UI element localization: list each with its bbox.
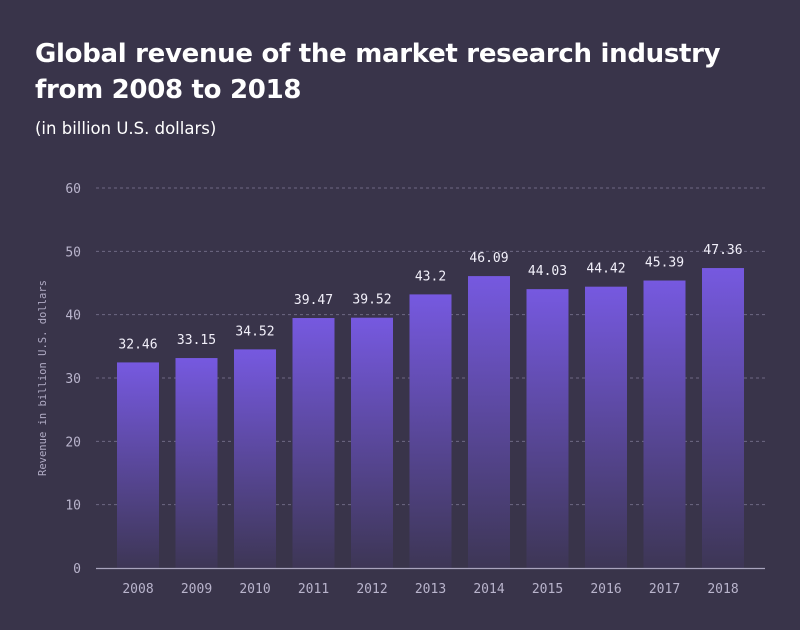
value-label: 44.03 xyxy=(528,264,567,279)
bars: 32.46 33.15 34.52 39.47 39.52 43.2 46.09 44.03 4… xyxy=(117,243,744,568)
bar-2014 xyxy=(468,276,510,568)
value-label: 34.52 xyxy=(235,324,274,339)
value-label: 33.15 xyxy=(177,333,216,348)
bar-2010 xyxy=(234,349,276,568)
value-label: 46.09 xyxy=(469,251,508,266)
x-tick-label: 2009 xyxy=(181,582,212,597)
value-label: 32.46 xyxy=(118,337,157,352)
bar-2015 xyxy=(526,289,569,568)
x-tick-label: 2012 xyxy=(356,582,387,597)
chart-title-line-1: Global revenue of the market research in… xyxy=(35,39,721,69)
bar-2016 xyxy=(585,286,627,568)
x-tick-label: 2013 xyxy=(415,582,446,597)
y-tick-label: 30 xyxy=(65,372,81,387)
y-tick-label: 20 xyxy=(65,435,81,450)
value-label: 45.39 xyxy=(645,256,684,271)
value-label: 47.36 xyxy=(703,243,742,258)
x-tick-label: 2014 xyxy=(473,582,504,597)
x-tick-label: 2018 xyxy=(707,582,738,597)
x-tick-label: 2015 xyxy=(532,582,563,597)
bar-2008 xyxy=(117,362,159,568)
y-tick-label: 40 xyxy=(65,309,81,324)
x-tick-label: 2011 xyxy=(298,582,329,597)
bar-2018 xyxy=(702,268,744,568)
x-tick-label: 2010 xyxy=(239,582,270,597)
value-label: 39.47 xyxy=(294,293,333,308)
y-tick-label: 60 xyxy=(65,182,81,197)
bar-2013 xyxy=(409,294,452,568)
bar-2009 xyxy=(175,358,218,568)
axes: 0 10 20 30 40 50 60 2008 2009 2010 2011 2012 2013 201… xyxy=(65,182,765,597)
x-tick-label: 2017 xyxy=(649,582,680,597)
bar-2011 xyxy=(292,318,335,568)
chart-title-line-2: from 2008 to 2018 xyxy=(35,75,302,105)
x-tick-label: 2016 xyxy=(590,582,621,597)
y-tick-label: 0 xyxy=(73,562,81,577)
value-label: 39.52 xyxy=(352,293,391,308)
y-axis-title: Revenue in billion U.S. dollars xyxy=(37,280,49,476)
value-label: 43.2 xyxy=(415,269,446,284)
value-label: 44.42 xyxy=(586,262,625,277)
chart-subtitle: (in billion U.S. dollars) xyxy=(35,119,217,138)
x-tick-label: 2008 xyxy=(122,582,153,597)
y-tick-label: 10 xyxy=(65,499,81,514)
bar-2017 xyxy=(643,280,686,568)
bar-2012 xyxy=(351,317,393,568)
y-tick-label: 50 xyxy=(65,245,81,260)
chart-title: Global revenue of the market research in… xyxy=(35,36,755,108)
